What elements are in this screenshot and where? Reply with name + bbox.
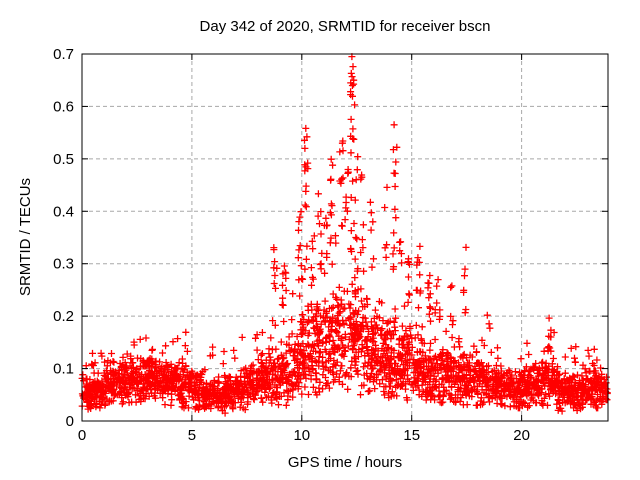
y-tick-label: 0 (66, 413, 74, 430)
plot-border (81, 53, 609, 422)
y-tick-label: 0.2 (53, 308, 74, 325)
x-tick-labels: 0 5 10 15 20 (78, 427, 530, 444)
gridlines (82, 54, 608, 421)
x-axis-label: GPS time / hours (288, 454, 402, 471)
data-points (78, 53, 611, 417)
y-tick-label: 0.4 (53, 203, 74, 220)
y-tick-label: 0.3 (53, 256, 74, 273)
y-tick-label: 0.1 (53, 361, 74, 378)
y-tick-label: 0.6 (53, 98, 74, 115)
x-tick-label: 10 (293, 427, 310, 444)
axis-ticks (81, 53, 608, 422)
y-tick-label: 0.5 (53, 151, 74, 168)
x-tick-label: 15 (403, 427, 420, 444)
y-axis-label: SRMTID / TECUs (17, 178, 34, 296)
x-tick-label: 5 (188, 427, 196, 444)
x-tick-label: 0 (78, 427, 86, 444)
x-tick-label: 20 (513, 427, 530, 444)
y-tick-labels: 0 0.1 0.2 0.3 0.4 0.5 0.6 0.7 (53, 46, 74, 430)
y-tick-label: 0.7 (53, 46, 74, 63)
chart-title: Day 342 of 2020, SRMTID for receiver bsc… (200, 18, 491, 35)
